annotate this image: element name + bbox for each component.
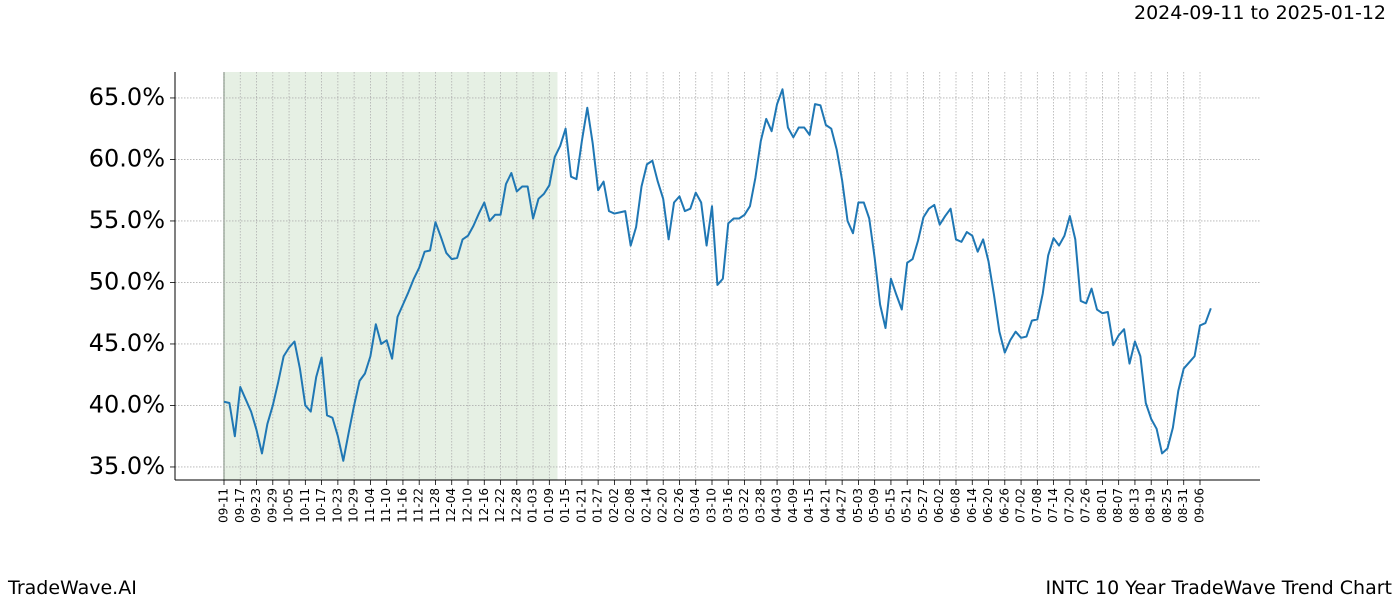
x-tick-label: 11-16 (395, 488, 409, 523)
x-tick-label: 07-20 (1062, 488, 1076, 523)
highlight-range (224, 72, 558, 480)
x-tick-label: 03-16 (721, 488, 735, 523)
x-tick-label: 11-22 (412, 488, 426, 523)
x-tick-label: 07-14 (1046, 488, 1060, 523)
x-tick-label: 02-02 (607, 488, 621, 523)
x-tick-label: 02-26 (672, 488, 686, 523)
x-tick-label: 10-05 (282, 488, 296, 523)
x-tick-label: 05-15 (883, 488, 897, 523)
chart-title: INTC 10 Year TradeWave Trend Chart (1045, 577, 1392, 599)
y-tick-label: 65.0% (89, 83, 165, 111)
y-tick-label: 45.0% (89, 329, 165, 357)
x-tick-label: 11-04 (363, 488, 377, 523)
x-tick-label: 01-27 (591, 488, 605, 523)
x-tick-label: 05-03 (851, 488, 865, 523)
x-tick-label: 08-01 (1095, 488, 1109, 523)
x-tick-label: 10-29 (347, 488, 361, 523)
y-tick-label: 35.0% (89, 452, 165, 480)
x-tick-label: 04-21 (818, 488, 832, 523)
x-tick-label: 11-10 (379, 488, 393, 523)
x-tick-label: 03-22 (737, 488, 751, 523)
x-tick-label: 06-08 (949, 488, 963, 523)
x-tick-label: 08-25 (1160, 488, 1174, 523)
x-tick-label: 02-14 (639, 488, 653, 523)
x-tick-label: 07-08 (1030, 488, 1044, 523)
x-tick-label: 04-03 (770, 488, 784, 523)
x-tick-label: 02-20 (656, 488, 670, 523)
x-tick-label: 07-02 (1014, 488, 1028, 523)
y-tick-label: 55.0% (89, 206, 165, 234)
x-tick-label: 01-03 (526, 488, 540, 523)
date-range: 2024-09-11 to 2025-01-12 (1134, 2, 1386, 24)
x-tick-label: 10-11 (298, 488, 312, 523)
y-tick-label: 60.0% (89, 144, 165, 172)
x-tick-label: 07-26 (1079, 488, 1093, 523)
x-tick-label: 06-02 (932, 488, 946, 523)
x-tick-label: 12-04 (444, 488, 458, 523)
x-tick-label: 12-10 (461, 488, 475, 523)
x-tick-label: 01-21 (574, 488, 588, 523)
x-tick-label: 05-27 (916, 488, 930, 523)
x-tick-label: 09-17 (233, 488, 247, 523)
watermark: TradeWave.AI (7, 577, 137, 599)
y-tick-label: 50.0% (89, 267, 165, 295)
x-tick-label: 05-09 (867, 488, 881, 523)
x-tick-label: 06-26 (997, 488, 1011, 523)
x-tick-label: 01-15 (558, 488, 572, 523)
x-tick-label: 08-31 (1176, 488, 1190, 523)
x-tick-label: 08-07 (1111, 488, 1125, 523)
x-tick-label: 12-16 (477, 488, 491, 523)
x-tick-label: 01-09 (542, 488, 556, 523)
x-tick-label: 04-15 (802, 488, 816, 523)
x-tick-label: 06-20 (981, 488, 995, 523)
x-tick-label: 09-06 (1193, 488, 1207, 523)
x-tick-label: 08-19 (1144, 488, 1158, 523)
x-tick-label: 04-09 (786, 488, 800, 523)
x-tick-label: 03-10 (705, 488, 719, 523)
x-tick-label: 12-28 (509, 488, 523, 523)
x-tick-label: 10-23 (330, 488, 344, 523)
x-tick-label: 05-21 (900, 488, 914, 523)
y-tick-label: 40.0% (89, 390, 165, 418)
x-tick-label: 12-22 (493, 488, 507, 523)
x-tick-label: 09-23 (249, 488, 263, 523)
x-tick-label: 02-08 (623, 488, 637, 523)
x-tick-label: 09-11 (217, 488, 231, 523)
x-tick-label: 11-28 (428, 488, 442, 523)
x-tick-label: 06-14 (965, 488, 979, 523)
x-tick-label: 04-27 (835, 488, 849, 523)
x-tick-label: 03-04 (688, 488, 702, 523)
price-line (223, 88, 1212, 462)
x-tick-label: 03-28 (753, 488, 767, 523)
x-tick-label: 09-29 (265, 488, 279, 523)
x-tick-label: 10-17 (314, 488, 328, 523)
x-tick-label: 08-13 (1127, 488, 1141, 523)
